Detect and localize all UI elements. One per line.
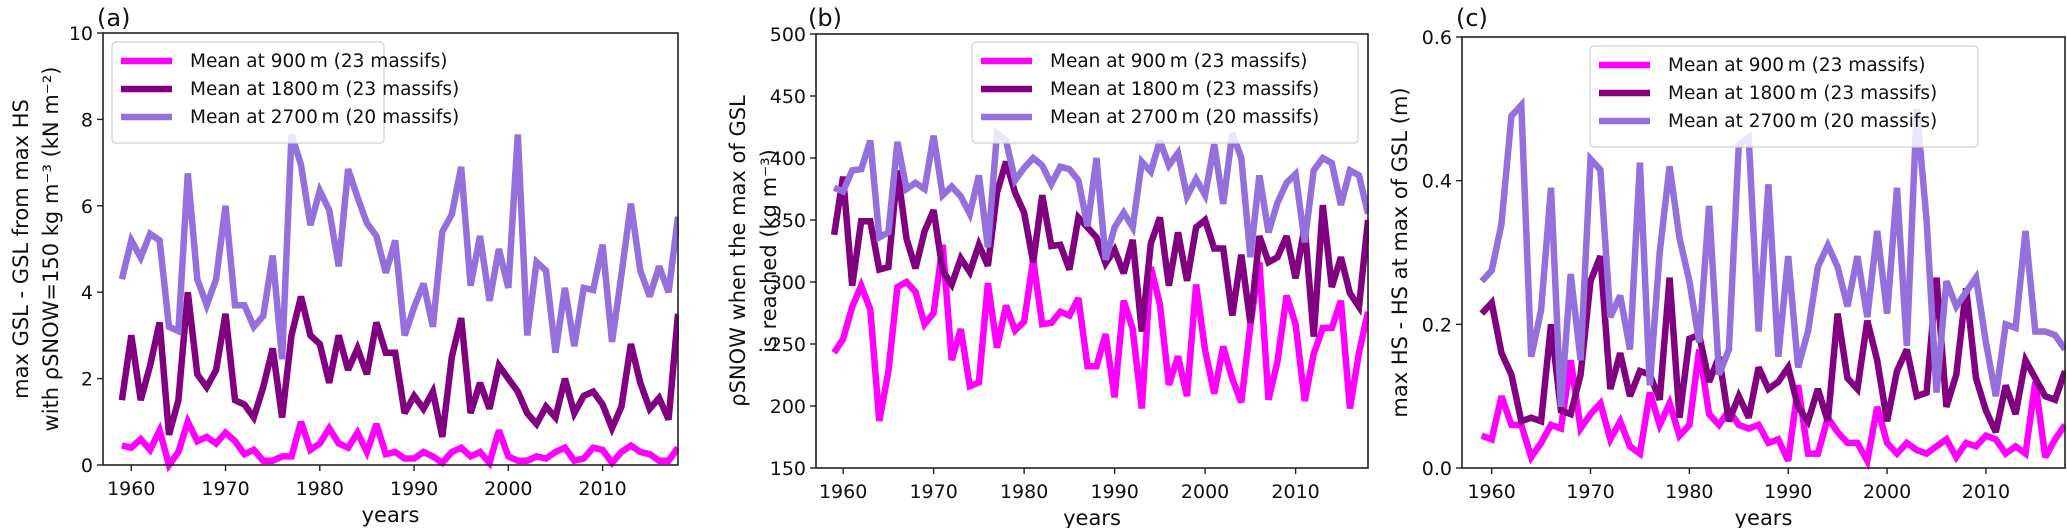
x-axis-label: years	[362, 503, 420, 527]
y-tick-label: 450	[770, 86, 806, 108]
series-group	[1479, 97, 2067, 471]
mask-left	[1402, 0, 1462, 528]
legend-label: Mean at 900 m (23 massifs)	[190, 51, 447, 72]
series-line-2700m	[832, 126, 1372, 261]
x-tick-label: 1960	[819, 481, 867, 503]
y-axis-label: is reached (kg m⁻³)	[757, 149, 781, 353]
x-tick-label: 1960	[107, 478, 155, 500]
series-line-900m	[831, 244, 1372, 422]
y-tick-label: 250	[770, 334, 806, 356]
legend-box	[971, 41, 1359, 144]
x-tick-label: 1970	[909, 481, 957, 503]
series-line-900m	[121, 413, 681, 473]
x-tick-label: 1970	[1566, 481, 1614, 503]
y-tick-label: 2	[81, 369, 93, 391]
y-tick-label: 350	[770, 210, 806, 232]
x-tick-label: 1990	[1764, 481, 1812, 503]
series-line-2700m	[1479, 97, 2067, 408]
x-tick-label: 1980	[296, 478, 344, 500]
x-tick-label: 1990	[390, 478, 438, 500]
y-axis-label: ρSNOW when the max of GSL	[726, 95, 750, 407]
y-tick-label: 6	[81, 196, 93, 218]
legend-box	[1589, 45, 1979, 148]
x-tick-label: 2000	[484, 478, 532, 500]
legend-label: Mean at 900 m (23 massifs)	[1050, 51, 1307, 72]
y-tick-label: 0.4	[1422, 171, 1452, 193]
y-tick-label: 10	[69, 23, 93, 45]
x-tick-label: 1980	[1000, 481, 1048, 503]
y-tick-label: 0.6	[1422, 27, 1452, 49]
y-tick-label: 0.0	[1422, 458, 1452, 480]
y-tick-label: 8	[81, 109, 93, 131]
panel-label: (a)	[97, 4, 130, 32]
x-axis-label: years	[1063, 506, 1121, 528]
chart-panel-c: 0.0 0.2 0.4 0.6 1960 1970 1980 1990 2000 2010 year…	[1388, 0, 2067, 528]
axes-frame	[1461, 36, 2066, 469]
axes-frame	[102, 32, 679, 466]
y-tick-label: 150	[770, 458, 806, 480]
x-tick-label: 1990	[1090, 481, 1138, 503]
legend: Mean at 900 m (23 massifs) Mean at 1800 m…	[111, 41, 459, 144]
y-tick-label: 500	[770, 24, 806, 46]
legend-label: Mean at 2700 m (20 massifs)	[1668, 111, 1937, 132]
mask-right	[679, 0, 689, 467]
mask-left	[756, 0, 816, 528]
x-axis-label: years	[1735, 506, 1793, 528]
x-tick-label: 1960	[1467, 481, 1515, 503]
legend-label: Mean at 2700 m (20 massifs)	[1050, 107, 1319, 128]
mask-left	[43, 0, 103, 528]
legend: Mean at 900 m (23 massifs) Mean at 1800 m…	[1589, 45, 1979, 148]
series-line-900m	[1480, 349, 2067, 471]
y-axis-label: max HS - HS at max of GSL (m)	[1388, 87, 1412, 417]
x-tick-label: 2000	[1863, 481, 1911, 503]
series-line-2700m	[118, 133, 682, 360]
y-axis-label: with ρSNOW=150 kg m⁻³ (kN m⁻²)	[39, 67, 63, 432]
y-axis-label: max GSL - GSL from max HS	[9, 99, 33, 399]
y-tick-label: 200	[770, 396, 806, 418]
legend-label: Mean at 1800 m (23 massifs)	[1668, 83, 1937, 104]
x-tick-label: 2010	[1271, 481, 1319, 503]
legend-label: Mean at 2700 m (20 massifs)	[190, 107, 459, 128]
legend-label: Mean at 1800 m (23 massifs)	[1050, 79, 1319, 100]
panel-label: (c)	[1456, 4, 1488, 32]
x-tick-label: 2010	[1962, 481, 2010, 503]
chart-panel-b: 150 200 250 300 350 400 450 500 1960 1970 1980 1990…	[726, 0, 1379, 528]
y-tick-label: 4	[81, 282, 93, 304]
series-group	[830, 126, 1372, 422]
legend-box	[111, 41, 385, 144]
legend-label: Mean at 900 m (23 massifs)	[1668, 55, 1925, 76]
legend: Mean at 900 m (23 massifs) Mean at 1800 m…	[971, 41, 1359, 144]
y-tick-label: 0	[81, 455, 93, 477]
y-tick-label: 0.2	[1422, 314, 1452, 336]
series-group	[118, 133, 682, 473]
series-line-1800m	[118, 291, 682, 438]
chart-panel-a: 0 2 4 6 8 10 1960 1970 1980 1990 2000 2010 years max …	[9, 0, 689, 528]
series-line-1800m	[830, 160, 1372, 337]
legend-label: Mean at 1800 m (23 massifs)	[190, 79, 459, 100]
y-tick-label: 400	[770, 148, 806, 170]
x-tick-label: 2000	[1181, 481, 1229, 503]
y-tick-label: 300	[770, 272, 806, 294]
x-tick-label: 1970	[201, 478, 249, 500]
mask-right	[1369, 0, 1379, 470]
x-tick-label: 1980	[1665, 481, 1713, 503]
series-line-1800m	[1479, 254, 2067, 434]
axes-frame	[815, 33, 1369, 469]
panel-label: (b)	[808, 4, 842, 32]
x-tick-label: 2010	[578, 478, 626, 500]
